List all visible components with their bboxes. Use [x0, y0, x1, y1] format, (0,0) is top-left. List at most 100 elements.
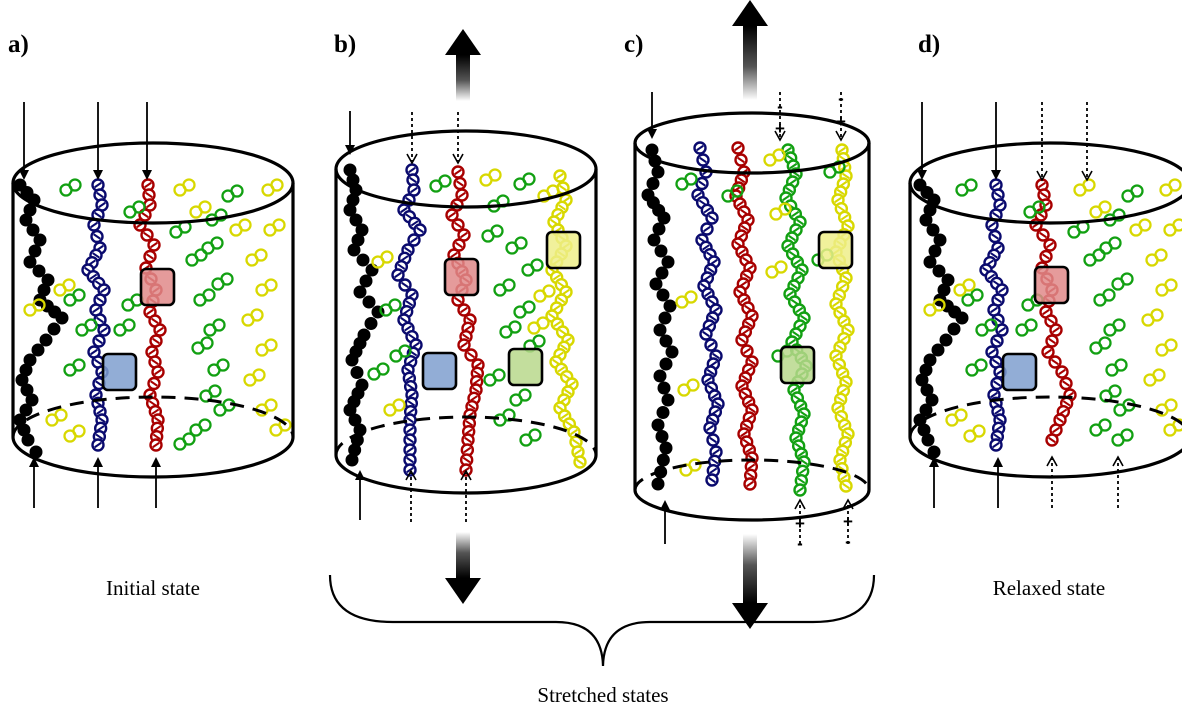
bead-mark [742, 272, 751, 280]
bead-mark [465, 420, 474, 427]
bead-mark [467, 351, 475, 359]
bead [17, 423, 31, 437]
bead-mark [737, 156, 745, 164]
bead-mark [800, 458, 808, 466]
bead-mark [993, 380, 1001, 387]
bead-mark [744, 304, 752, 312]
bead-mark [797, 450, 806, 458]
bead-mark [708, 476, 716, 484]
bead-mark [1038, 181, 1046, 189]
bead-mark [550, 218, 558, 226]
bead-mark [410, 220, 419, 227]
bead-mark [708, 416, 717, 424]
free-chain-bead [1152, 368, 1166, 382]
free-chain-bead [198, 418, 212, 432]
bead-mark [409, 176, 417, 184]
bead-mark [790, 282, 798, 290]
bead-mark [746, 480, 754, 488]
bead [928, 244, 942, 258]
bead-mark [840, 474, 848, 481]
bead-mark [94, 181, 102, 189]
free-chain-bead [954, 408, 968, 422]
free-chain-bead [388, 298, 402, 312]
bead-mark [553, 320, 562, 328]
bead-mark [148, 348, 156, 356]
crosslink-box [1001, 352, 1038, 392]
free-chain-bead [254, 248, 268, 262]
arrow-head [151, 457, 161, 467]
bead [652, 222, 666, 236]
free-chain-bead [392, 398, 406, 412]
bead [346, 173, 360, 187]
bead-mark [402, 308, 411, 315]
bead-mark [708, 314, 717, 322]
free-chain-bead [1108, 384, 1122, 398]
bead-mark [707, 341, 715, 349]
bead-mark [558, 204, 566, 211]
bead-mark [782, 194, 790, 202]
arrow-head-open [460, 469, 472, 481]
bead-mark [785, 186, 794, 194]
free-chain-bead [962, 278, 976, 292]
bead [651, 477, 665, 491]
bead-mark [706, 266, 715, 274]
bead-mark [576, 458, 584, 466]
bead-mark [696, 144, 704, 152]
bead-mark [990, 252, 998, 259]
bead [656, 453, 670, 467]
bead-mark [96, 296, 104, 304]
bead-mark [458, 191, 466, 199]
bead-mark [709, 467, 718, 474]
free-chain-bead [264, 398, 278, 412]
bead-mark [1039, 231, 1047, 239]
bead-mark [996, 201, 1004, 209]
arrow-head-open [794, 498, 806, 510]
free-chain-bead [488, 168, 502, 182]
caption-stretched-states: Stretched states [537, 683, 668, 707]
bead-mark [988, 221, 996, 229]
bead-mark [151, 358, 159, 366]
bead-mark [410, 236, 418, 244]
bead-mark [798, 266, 806, 274]
crosslink-box [139, 267, 176, 307]
bead-mark [454, 221, 462, 229]
free-chain-bead [684, 290, 698, 304]
bead [933, 233, 947, 247]
bead-mark [92, 252, 100, 259]
bead-mark [559, 184, 567, 192]
bead-mark [100, 326, 108, 334]
bead-mark [150, 241, 158, 249]
bead [13, 413, 27, 427]
free-chain-bead [1032, 200, 1046, 214]
bead [15, 373, 29, 387]
bead-mark [1048, 337, 1056, 345]
bead-mark [404, 246, 412, 254]
bead-mark [738, 382, 746, 390]
bead-mark [406, 426, 414, 434]
bead [663, 299, 677, 313]
arrow-head-open [774, 130, 786, 142]
bead-mark [557, 296, 566, 304]
cylinder-bottom-dashed-back [334, 415, 598, 456]
bead-mark [416, 226, 424, 234]
bead-mark [405, 300, 414, 307]
bead-mark [1059, 408, 1068, 415]
bead-mark [842, 378, 850, 386]
bead-mark [988, 348, 996, 356]
bead [653, 369, 667, 383]
free-chain-bead [202, 288, 216, 302]
bead-mark [100, 286, 108, 294]
bead-mark [1052, 426, 1060, 434]
caption-relaxed-state: Relaxed state [993, 576, 1106, 600]
bead [345, 453, 359, 467]
bead [653, 323, 667, 337]
bead-mark [746, 472, 755, 479]
bead [350, 366, 364, 379]
cylinder-body [334, 169, 598, 495]
stretch-arrow-head [445, 29, 481, 55]
bead-mark [460, 341, 468, 349]
bead-mark [740, 430, 748, 438]
bead-mark [141, 211, 149, 219]
bead-mark [837, 413, 846, 420]
free-chain-bead [772, 148, 786, 162]
